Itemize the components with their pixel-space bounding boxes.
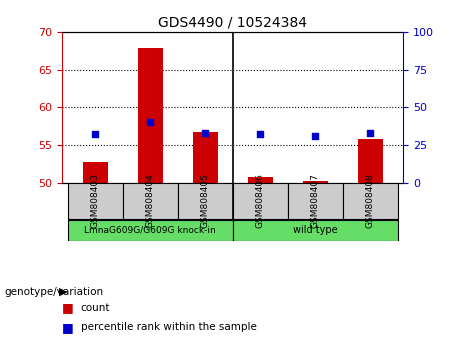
- Bar: [358, 139, 383, 183]
- Bar: [68, 183, 123, 219]
- Bar: [233, 183, 288, 219]
- Bar: [248, 177, 273, 183]
- Point: [257, 132, 264, 137]
- Text: percentile rank within the sample: percentile rank within the sample: [81, 322, 257, 332]
- Title: GDS4490 / 10524384: GDS4490 / 10524384: [158, 15, 307, 29]
- Bar: [83, 161, 107, 183]
- Text: GSM808403: GSM808403: [91, 173, 100, 228]
- Text: GSM808406: GSM808406: [256, 173, 265, 228]
- Text: GSM808407: GSM808407: [311, 173, 320, 228]
- Text: GSM808404: GSM808404: [146, 173, 155, 228]
- Bar: [303, 181, 328, 183]
- Bar: [193, 132, 218, 183]
- Text: LmnaG609G/G609G knock-in: LmnaG609G/G609G knock-in: [84, 226, 216, 235]
- Text: ■: ■: [62, 302, 74, 314]
- Point: [312, 133, 319, 139]
- Point: [147, 120, 154, 125]
- Bar: [138, 48, 163, 183]
- Text: GSM808405: GSM808405: [201, 173, 210, 228]
- Text: genotype/variation: genotype/variation: [5, 287, 104, 297]
- Bar: [178, 183, 233, 219]
- Text: wild type: wild type: [293, 225, 337, 235]
- Text: ■: ■: [62, 321, 74, 334]
- Point: [366, 130, 374, 136]
- Bar: [233, 220, 398, 241]
- Text: count: count: [81, 303, 110, 313]
- Point: [201, 130, 209, 136]
- Point: [92, 132, 99, 137]
- Text: ▶: ▶: [59, 287, 67, 297]
- Bar: [123, 183, 178, 219]
- Bar: [343, 183, 398, 219]
- Bar: [68, 220, 233, 241]
- Bar: [288, 183, 343, 219]
- Text: GSM808408: GSM808408: [366, 173, 375, 228]
